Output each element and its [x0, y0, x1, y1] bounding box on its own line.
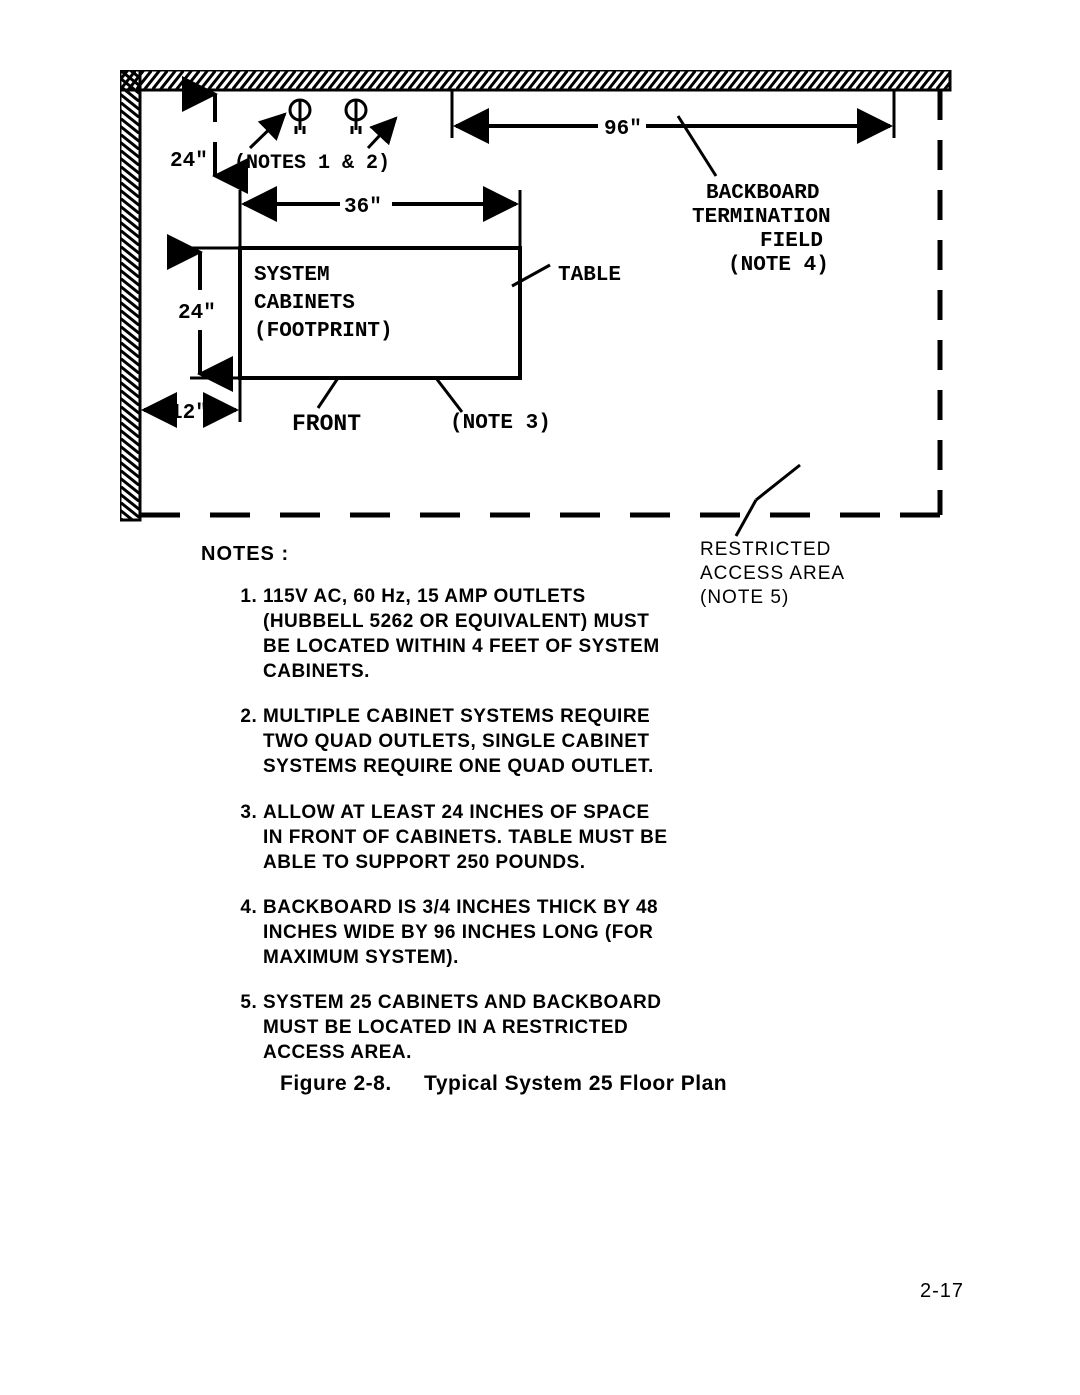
notes-heading: NOTES :	[201, 543, 671, 566]
dim-36: 36"	[344, 196, 382, 219]
dim-96: 96"	[604, 118, 642, 141]
label-sys1: SYSTEM	[254, 264, 330, 287]
restricted-access-label: RESTRICTED ACCESS AREA (NOTE 5)	[700, 539, 845, 609]
page-number: 2-17	[920, 1280, 964, 1303]
label-bb1: BACKBOARD	[706, 182, 819, 205]
label-bb4: (NOTE 4)	[728, 254, 829, 277]
dim-mid-24: 24"	[178, 302, 216, 325]
label-front: FRONT	[292, 411, 361, 437]
note-item-2: MULTIPLE CABINET SYSTEMS REQUIRE TWO QUA…	[263, 704, 671, 779]
label-note3: (NOTE 3)	[450, 412, 551, 435]
label-bb3: FIELD	[760, 230, 823, 253]
notes-list: 115V AC, 60 Hz, 15 AMP OUTLETS (HUBBELL …	[201, 584, 671, 1065]
label-notes12: (NOTES 1 & 2)	[234, 152, 390, 175]
note-item-5: SYSTEM 25 CABINETS AND BACKBOARD MUST BE…	[263, 990, 671, 1065]
note-item-4: BACKBOARD IS 3/4 INCHES THICK BY 48 INCH…	[263, 895, 671, 970]
restricted-l3: (NOTE 5)	[700, 587, 845, 609]
restricted-l2: ACCESS AREA	[700, 563, 845, 585]
label-bb2: TERMINATION	[692, 206, 831, 229]
floor-plan-diagram: TABLE (NOTE 3) FRONT SYSTEM CABINETS (FO…	[120, 70, 960, 545]
figure-title: Typical System 25 Floor Plan	[424, 1072, 727, 1095]
restricted-l1: RESTRICTED	[700, 539, 845, 561]
page: TABLE (NOTE 3) FRONT SYSTEM CABINETS (FO…	[0, 0, 1080, 1395]
note-item-3: ALLOW AT LEAST 24 INCHES OF SPACE IN FRO…	[263, 800, 671, 875]
label-sys2: CABINETS	[254, 292, 355, 315]
label-table: TABLE	[558, 264, 621, 287]
dim-top-24: 24"	[170, 150, 208, 173]
outlet-icon-2	[346, 100, 366, 134]
label-sys3: (FOOTPRINT)	[254, 320, 393, 343]
outlet-icon-1	[290, 100, 310, 134]
notes-block: NOTES : 115V AC, 60 Hz, 15 AMP OUTLETS (…	[201, 543, 671, 1085]
note-item-1: 115V AC, 60 Hz, 15 AMP OUTLETS (HUBBELL …	[263, 584, 671, 684]
figure-caption: Figure 2-8. Typical System 25 Floor Plan	[280, 1072, 727, 1096]
dim-12: 12"	[170, 402, 208, 425]
figure-number: Figure 2-8.	[280, 1072, 392, 1095]
